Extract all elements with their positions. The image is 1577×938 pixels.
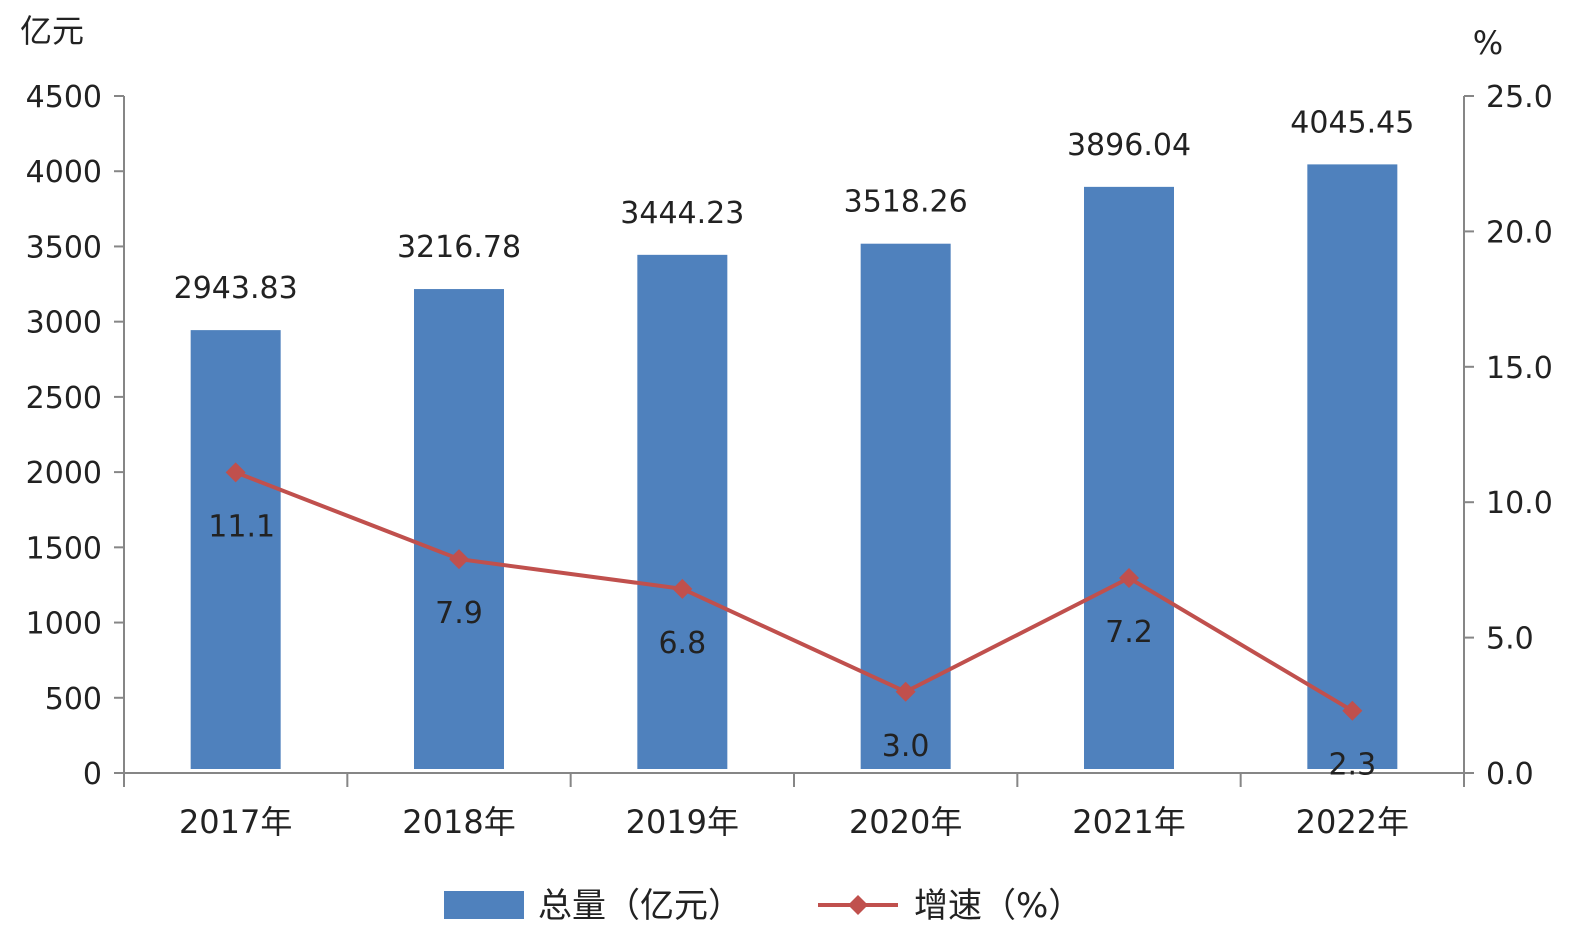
bar-value-label: 3518.26 xyxy=(844,185,968,220)
right-tick-label: 25.0 xyxy=(1486,80,1553,115)
left-tick-label: 3500 xyxy=(26,230,102,265)
left-tick-label: 1000 xyxy=(26,607,102,642)
legend-bar-label: 总量（亿元） xyxy=(538,886,742,926)
right-tick-label: 5.0 xyxy=(1486,622,1534,657)
bar-value-label: 3444.23 xyxy=(620,196,744,231)
x-tick-label: 2021年 xyxy=(1072,803,1185,841)
bar-value-label: 3216.78 xyxy=(397,230,521,265)
line-series xyxy=(225,462,1363,721)
line-marker xyxy=(1119,568,1139,589)
line-value-label: 2.3 xyxy=(1328,748,1376,783)
growth-line xyxy=(234,470,1354,713)
left-tick-label: 1500 xyxy=(26,531,102,566)
x-tick-label: 2020年 xyxy=(849,803,962,841)
bar xyxy=(860,243,951,769)
line-value-label: 6.8 xyxy=(658,626,706,661)
line-marker xyxy=(1342,700,1363,721)
line-value-label: 11.1 xyxy=(208,509,275,544)
right-tick-label: 20.0 xyxy=(1486,215,1553,250)
right-tick-label: 10.0 xyxy=(1486,486,1553,521)
line-marker xyxy=(895,681,916,702)
bar xyxy=(414,289,504,769)
left-axis-unit: 亿元 xyxy=(20,12,84,50)
bar-value-label: 2943.83 xyxy=(174,271,298,306)
left-tick-label: 500 xyxy=(45,682,102,717)
bar-value-label: 3896.04 xyxy=(1067,128,1191,163)
left-tick-label: 4000 xyxy=(26,155,102,190)
bar xyxy=(1307,164,1398,769)
x-tick-label: 2022年 xyxy=(1296,803,1409,841)
left-tick-label: 3000 xyxy=(26,306,102,341)
bar xyxy=(190,330,281,769)
left-tick-label: 2500 xyxy=(26,381,102,416)
bar xyxy=(1084,186,1174,769)
line-value-label: 3.0 xyxy=(882,729,930,764)
line-marker xyxy=(449,549,469,570)
axes: 0 500 1000 1500 2000 2500 3000 3500 4000 4500 0.0 5… xyxy=(26,80,1553,841)
line-value-label: 7.9 xyxy=(435,596,483,631)
line-marker xyxy=(672,578,693,599)
legend: 总量（亿元） 增速（%） xyxy=(444,886,1082,926)
bar-series xyxy=(190,164,1398,770)
left-tick-label: 0 xyxy=(83,757,102,792)
line-value-label: 7.2 xyxy=(1105,615,1153,650)
line-marker xyxy=(225,462,246,483)
legend-bar-swatch xyxy=(444,891,524,919)
legend-line-label: 增速（%） xyxy=(914,886,1082,926)
data-labels: 2943.83 3216.78 3444.23 3518.26 3896.04 4045.… xyxy=(174,105,1415,782)
right-axis-unit: % xyxy=(1473,24,1503,62)
right-tick-label: 0.0 xyxy=(1486,757,1534,792)
x-tick-label: 2018年 xyxy=(402,803,515,841)
right-tick-label: 15.0 xyxy=(1486,351,1553,386)
bar xyxy=(637,254,728,770)
x-tick-label: 2017年 xyxy=(179,803,292,841)
legend-line-marker xyxy=(848,895,868,915)
left-tick-label: 4500 xyxy=(26,80,102,115)
bar-value-label: 4045.45 xyxy=(1290,105,1414,140)
x-tick-label: 2019年 xyxy=(626,803,739,841)
left-tick-label: 2000 xyxy=(26,456,102,491)
